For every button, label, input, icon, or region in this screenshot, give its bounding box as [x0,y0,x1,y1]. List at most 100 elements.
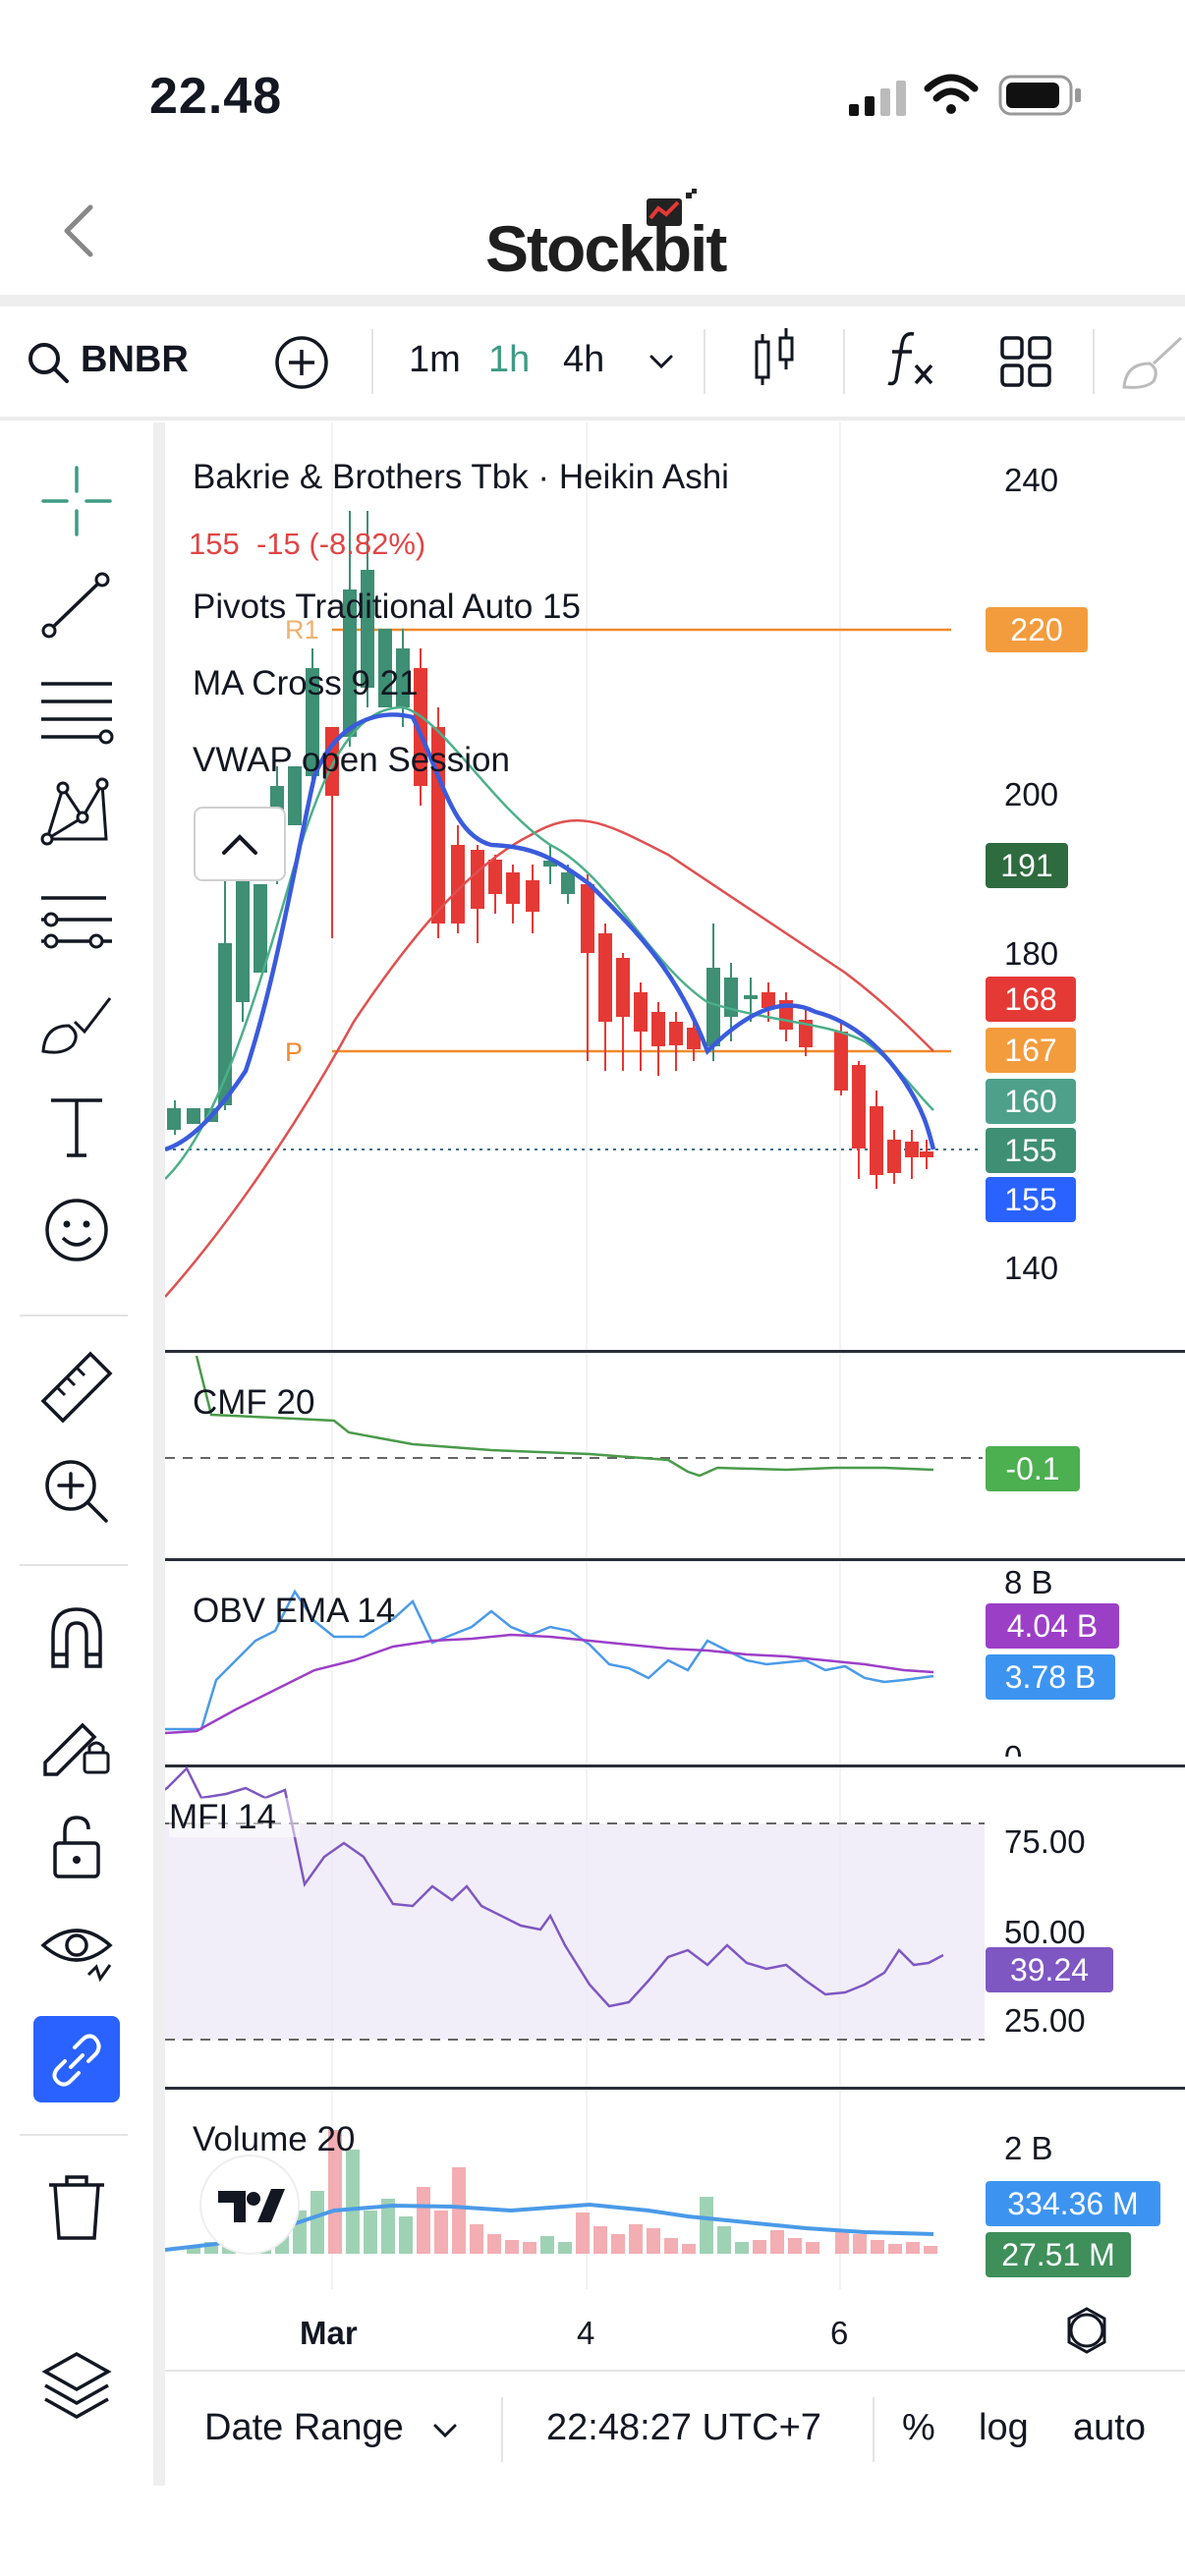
price-tag-ma-fast: 155 [986,1177,1076,1222]
price-tag-pivot: 167 [986,1028,1076,1073]
toolbar-separator [20,1315,128,1316]
forecast-tools-icon[interactable] [37,878,116,957]
pattern-xabcd-icon[interactable] [37,774,116,853]
pivot-p-label: P [285,1037,304,1067]
pivot-r1-label: R1 [285,615,319,644]
trash-icon[interactable] [37,2167,116,2246]
indicator-ma-cross[interactable]: MA Cross 9 21 [193,664,419,702]
auto-scale-toggle[interactable]: auto [1073,2407,1146,2448]
toolbar-divider [843,329,845,394]
mfi-axis-tick: 50.00 [1004,1914,1086,1950]
volume-value-tag: 27.51 M [986,2232,1131,2277]
price-tag-r1: 220 [986,607,1088,652]
obv-line [165,1589,934,1731]
price-tag-vwap: 191 [986,843,1068,888]
brand-logo-text: Stockbit [485,212,727,285]
magnet-icon[interactable] [37,1597,116,1676]
obv-legend[interactable]: OBV EMA 14 [193,1592,396,1630]
time-label-mar: Mar [300,2315,358,2351]
percent-scale-toggle[interactable]: % [902,2407,935,2448]
brush-icon[interactable] [37,982,116,1061]
interval-1m[interactable]: 1m [409,339,461,380]
axis-tick: 180 [1004,935,1059,972]
chart-toolbar [0,307,1185,420]
toolbar-separator [20,2134,128,2136]
tradingview-logo [199,2155,300,2255]
volume-axis-top: 2 B [1004,2130,1053,2166]
chevron-down-icon [433,2424,457,2438]
symbol-search-input[interactable]: BNBR [81,339,189,380]
trend-line-icon[interactable] [37,566,116,644]
visibility-eye-icon[interactable] [37,1910,116,1988]
chart-title: Bakrie & Brothers Tbk · Heikin Ashi [193,458,729,496]
log-scale-toggle[interactable]: log [979,2407,1029,2448]
mfi-band [165,1823,985,2040]
interval-dropdown-icon[interactable] [649,352,674,371]
fib-retracement-icon[interactable] [37,670,116,749]
interval-4h[interactable]: 4h [563,339,605,380]
time-label-6: 6 [830,2315,849,2351]
price-tag-last: 155 [986,1128,1076,1173]
stockbit-chart-icon [647,189,697,226]
toolbar-divider [371,329,373,394]
collapse-legend-button [194,807,286,881]
bottom-divider [501,2397,503,2462]
search-icon[interactable] [26,340,71,385]
clock-timezone[interactable]: 22:48:27 UTC+7 [546,2407,821,2448]
wifi-icon [924,74,979,114]
mfi-legend[interactable]: MFI 14 [169,1798,300,1837]
indicator-vwap[interactable]: VWAP open Session [193,741,510,779]
chart-canvas[interactable] [165,422,1185,2370]
layout-grid-icon[interactable] [998,334,1053,389]
crosshair-icon[interactable] [37,462,116,540]
vwap-line [165,819,934,1298]
axis-tick: 200 [1004,776,1059,812]
chart-bottom-bar [165,2370,1185,2490]
obv-axis-bottom: 0 [1004,1739,1022,1757]
axis-tick: 240 [1004,462,1059,498]
battery-icon [998,75,1081,116]
back-chevron-icon[interactable] [57,201,106,260]
toolbar-separator [20,1564,128,1566]
volume-legend[interactable]: Volume 20 [193,2120,356,2158]
indicators-fx-icon[interactable] [884,328,939,387]
candlestick-type-icon[interactable] [751,326,798,389]
drawing-brush-icon[interactable] [1120,334,1185,391]
obv-ema-value-tag: 3.78 B [986,1654,1115,1700]
signal-icon [849,81,906,116]
cmf-value-tag: -0.1 [986,1446,1080,1491]
volume-ma-tag: 334.36 M [986,2181,1160,2226]
bottom-divider [873,2397,875,2462]
mfi-line [165,1765,944,2008]
price-change: 155 -15 (-8.82%) [189,527,426,561]
mfi-value-tag: 39.24 [986,1947,1113,1992]
link-icon [52,2034,101,2087]
ma-fast-line [165,712,936,1152]
obv-value-tag: 4.04 B [986,1603,1119,1649]
price-tag-ma-slow: 160 [986,1079,1076,1124]
toolbar-divider [704,329,705,394]
layers-icon[interactable] [37,2344,116,2423]
cmf-line [195,1355,934,1478]
text-tool-icon[interactable] [37,1087,116,1165]
lock-drawings-icon[interactable] [37,1702,116,1780]
emoji-icon[interactable] [37,1191,116,1269]
compare-add-icon[interactable] [273,334,330,391]
indicator-pivots[interactable]: Pivots Traditional Auto 15 [193,588,581,626]
unlock-icon[interactable] [37,1806,116,1884]
header-separator [0,295,1185,307]
panel-divider [153,422,165,2486]
date-range-button[interactable]: Date Range [204,2407,404,2448]
ma-slow-line [165,705,934,1180]
interval-1h[interactable]: 1h [488,339,531,380]
price-tag-vwap-line: 168 [986,977,1076,1022]
chart-settings-icon [1069,2313,1104,2348]
candles [167,511,933,1189]
cmf-legend[interactable]: CMF 20 [193,1383,315,1422]
obv-ema-line [165,1633,934,1735]
obv-axis-top: 8 B [1004,1564,1053,1600]
status-time: 22.48 [149,68,283,125]
zoom-in-icon[interactable] [37,1452,116,1531]
mfi-axis-tick: 75.00 [1004,1823,1086,1860]
ruler-icon[interactable] [37,1348,116,1427]
